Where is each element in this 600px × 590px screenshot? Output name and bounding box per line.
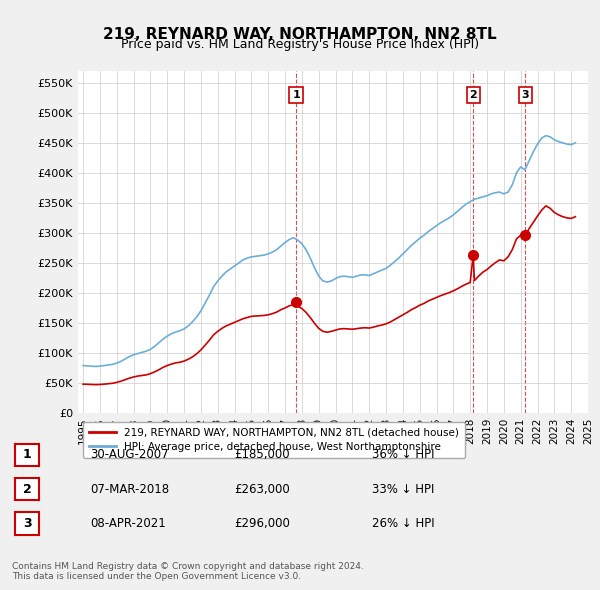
Text: 07-MAR-2018: 07-MAR-2018: [90, 483, 169, 496]
Text: 26% ↓ HPI: 26% ↓ HPI: [372, 517, 434, 530]
Text: £263,000: £263,000: [234, 483, 290, 496]
Legend: 219, REYNARD WAY, NORTHAMPTON, NN2 8TL (detached house), HPI: Average price, det: 219, REYNARD WAY, NORTHAMPTON, NN2 8TL (…: [83, 422, 465, 458]
Text: £296,000: £296,000: [234, 517, 290, 530]
Text: 33% ↓ HPI: 33% ↓ HPI: [372, 483, 434, 496]
Text: 1: 1: [292, 90, 300, 100]
Text: 08-APR-2021: 08-APR-2021: [90, 517, 166, 530]
Text: £185,000: £185,000: [234, 448, 290, 461]
Text: 2: 2: [23, 483, 31, 496]
Text: 1: 1: [23, 448, 31, 461]
Text: Price paid vs. HM Land Registry's House Price Index (HPI): Price paid vs. HM Land Registry's House …: [121, 38, 479, 51]
Text: 30-AUG-2007: 30-AUG-2007: [90, 448, 169, 461]
Text: 3: 3: [521, 90, 529, 100]
Text: 2: 2: [469, 90, 477, 100]
Text: 3: 3: [23, 517, 31, 530]
Text: 219, REYNARD WAY, NORTHAMPTON, NN2 8TL: 219, REYNARD WAY, NORTHAMPTON, NN2 8TL: [103, 27, 497, 41]
Text: Contains HM Land Registry data © Crown copyright and database right 2024.
This d: Contains HM Land Registry data © Crown c…: [12, 562, 364, 581]
Text: 36% ↓ HPI: 36% ↓ HPI: [372, 448, 434, 461]
